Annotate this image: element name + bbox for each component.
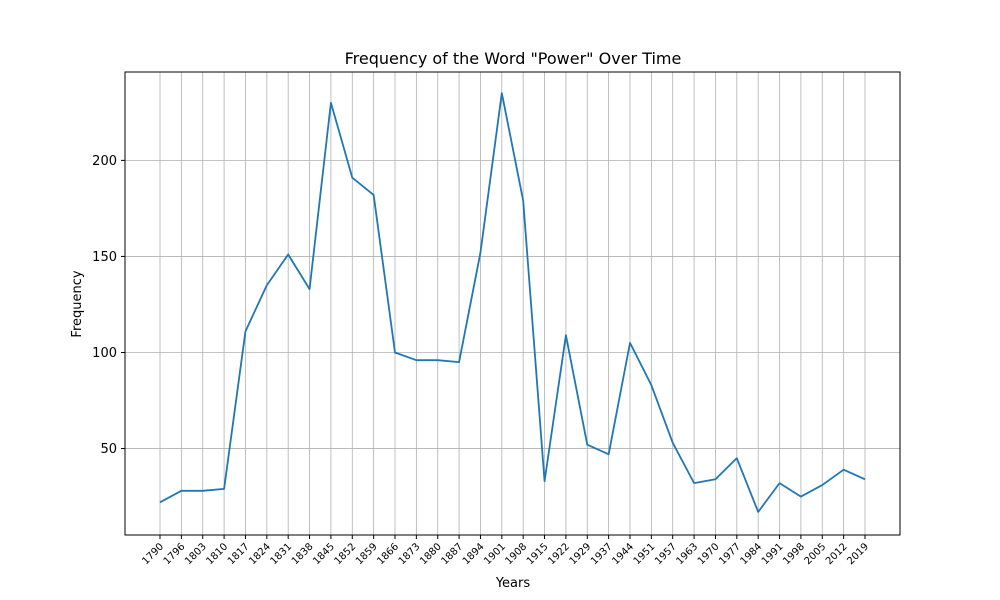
y-tick-label: 50 — [100, 442, 117, 457]
y-axis: 50 100 150 200 — [92, 154, 125, 457]
grid — [125, 72, 900, 535]
series-line — [159, 92, 866, 513]
y-tick-label: 200 — [92, 154, 117, 169]
y-tick-label: 100 — [92, 346, 117, 361]
series-group — [159, 92, 866, 513]
x-axis-label: Years — [495, 576, 531, 591]
y-tick-label: 150 — [92, 250, 117, 265]
y-axis-label: Frequency — [70, 270, 85, 337]
plot-frame — [124, 71, 901, 536]
chart-title: Frequency of the Word "Power" Over Time — [345, 49, 682, 68]
